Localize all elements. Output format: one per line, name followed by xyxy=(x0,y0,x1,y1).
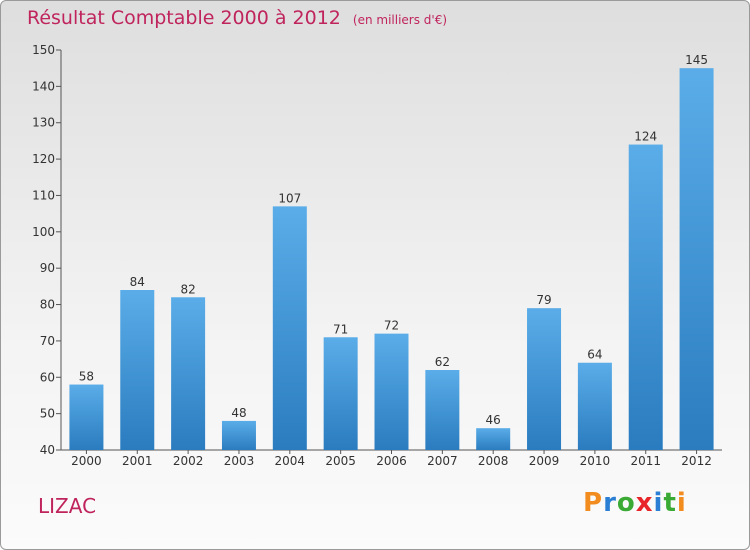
bar xyxy=(476,428,511,450)
title-text: Résultat Comptable 2000 à 2012 xyxy=(27,7,341,29)
x-tick-label: 2000 xyxy=(71,454,102,468)
bar xyxy=(374,333,409,450)
data-label: 64 xyxy=(587,348,602,362)
x-tick-label: 2002 xyxy=(173,454,204,468)
data-label: 71 xyxy=(333,322,348,336)
bar xyxy=(69,384,104,450)
data-label: 46 xyxy=(486,413,501,427)
bar xyxy=(221,420,256,450)
x-tick-label: 2005 xyxy=(325,454,356,468)
y-tick-label: 60 xyxy=(40,370,55,384)
logo-letter: i xyxy=(676,488,687,518)
y-tick-label: 40 xyxy=(40,443,55,457)
data-label: 124 xyxy=(634,130,657,144)
data-label: 107 xyxy=(278,191,301,205)
y-tick-label: 150 xyxy=(32,43,55,57)
y-tick-label: 130 xyxy=(32,116,55,130)
y-tick-label: 110 xyxy=(32,188,55,202)
x-tick-label: 2008 xyxy=(478,454,509,468)
y-tick-label: 50 xyxy=(40,407,55,421)
logo-letter: o xyxy=(616,488,636,518)
bar xyxy=(272,206,307,450)
logo-letter: t xyxy=(663,488,677,518)
data-label: 62 xyxy=(435,355,450,369)
chart-title: Résultat Comptable 2000 à 2012 (en millie… xyxy=(27,7,447,29)
x-tick-label: 2001 xyxy=(122,454,153,468)
logo-letter: x xyxy=(635,488,654,518)
data-label: 48 xyxy=(231,406,246,420)
x-tick-label: 2004 xyxy=(275,454,306,468)
data-label: 84 xyxy=(130,275,145,289)
y-tick-label: 140 xyxy=(32,79,55,93)
bar xyxy=(323,337,358,450)
data-label: 82 xyxy=(180,282,195,296)
bar xyxy=(628,144,663,450)
bar xyxy=(425,370,460,450)
x-tick-label: 2003 xyxy=(224,454,255,468)
x-tick-label: 2007 xyxy=(427,454,458,468)
x-tick-label: 2010 xyxy=(580,454,611,468)
logo-letter: r xyxy=(603,488,617,518)
proxiti-logo: Proxiti xyxy=(583,488,687,518)
y-tick-label: 90 xyxy=(40,261,55,275)
data-label: 79 xyxy=(536,293,551,307)
x-tick-label: 2006 xyxy=(376,454,407,468)
y-tick-label: 80 xyxy=(40,298,55,312)
bar xyxy=(527,308,562,450)
data-label: 72 xyxy=(384,319,399,333)
y-tick-label: 100 xyxy=(32,225,55,239)
bar xyxy=(171,297,206,450)
y-tick-label: 120 xyxy=(32,152,55,166)
chart-subtitle: (en milliers d'€) xyxy=(352,13,448,27)
bar xyxy=(120,290,155,450)
x-tick-label: 2012 xyxy=(681,454,712,468)
logo-letter: i xyxy=(653,488,664,518)
bar xyxy=(679,68,714,450)
logo-letter: P xyxy=(583,488,604,518)
y-tick-label: 70 xyxy=(40,334,55,348)
x-tick-label: 2011 xyxy=(630,454,661,468)
commune-name: LIZAC xyxy=(38,494,97,518)
data-label: 145 xyxy=(685,53,708,67)
x-tick-label: 2009 xyxy=(529,454,560,468)
bar xyxy=(577,362,612,450)
data-label: 58 xyxy=(79,370,94,384)
